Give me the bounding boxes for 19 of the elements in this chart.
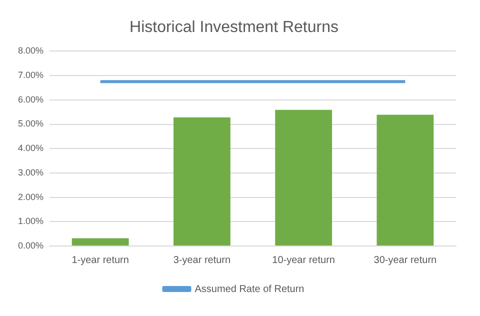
y-tick-label: 4.00%: [18, 143, 44, 154]
legend-label: Assumed Rate of Return: [194, 284, 304, 295]
chart-title: Historical Investment Returns: [130, 19, 338, 36]
x-tick-label: 3-year return: [173, 254, 231, 266]
y-tick-label: 8.00%: [18, 46, 44, 56]
bar: [376, 114, 434, 246]
y-tick-label: 7.00%: [18, 70, 44, 80]
x-tick-label: 10-year return: [272, 254, 335, 266]
bar: [275, 110, 332, 246]
bar: [173, 117, 230, 246]
y-tick-label: 0.00%: [18, 240, 44, 250]
y-tick-label: 2.00%: [18, 192, 44, 202]
x-tick-label: 30-year return: [374, 254, 437, 266]
y-tick-label: 5.00%: [18, 118, 44, 129]
bar: [72, 238, 129, 246]
y-tick-label: 3.00%: [18, 167, 44, 178]
y-tick-label: 6.00%: [18, 94, 44, 104]
x-tick-label: 1-year return: [72, 254, 129, 266]
y-tick-label: 1.00%: [18, 216, 44, 226]
